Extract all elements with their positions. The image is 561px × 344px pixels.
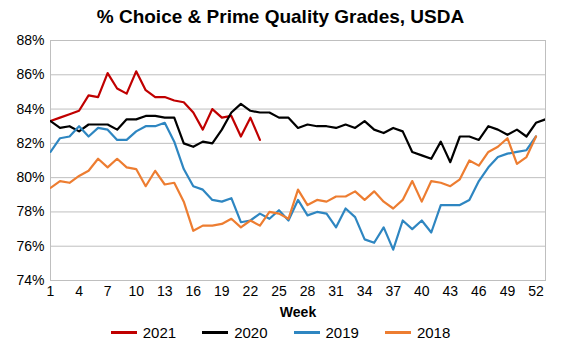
svg-text:28: 28 bbox=[300, 283, 316, 299]
svg-text:80%: 80% bbox=[16, 169, 44, 185]
svg-text:4: 4 bbox=[75, 283, 83, 299]
svg-text:88%: 88% bbox=[16, 32, 44, 48]
svg-text:78%: 78% bbox=[16, 203, 44, 219]
html-text:2019: 2019 bbox=[325, 323, 359, 341]
html-text:% Choice & Prime Quality Grade: % Choice & Prime Quality Grades, USDA bbox=[96, 6, 465, 27]
svg-text:43: 43 bbox=[443, 283, 459, 299]
html-text:2021: 2021 bbox=[142, 323, 177, 341]
svg-text:19: 19 bbox=[214, 283, 230, 299]
svg-text:7: 7 bbox=[104, 283, 112, 299]
svg-text:84%: 84% bbox=[16, 101, 44, 117]
svg-text:74%: 74% bbox=[16, 272, 44, 288]
html-text:2020: 2020 bbox=[234, 323, 268, 341]
svg-text:49: 49 bbox=[500, 283, 516, 299]
html-text:2018: 2018 bbox=[416, 323, 451, 341]
svg-text:16: 16 bbox=[185, 283, 201, 299]
svg-text:34: 34 bbox=[357, 283, 373, 299]
svg-text:10: 10 bbox=[128, 283, 144, 299]
svg-text:1: 1 bbox=[47, 283, 55, 299]
svg-text:31: 31 bbox=[328, 283, 344, 299]
svg-text:46: 46 bbox=[471, 283, 487, 299]
svg-text:52: 52 bbox=[528, 283, 544, 299]
svg-text:22: 22 bbox=[243, 283, 259, 299]
svg-text:37: 37 bbox=[385, 283, 401, 299]
svg-text:86%: 86% bbox=[16, 66, 44, 82]
svg-text:13: 13 bbox=[157, 283, 173, 299]
svg-text:76%: 76% bbox=[16, 238, 44, 254]
svg-text:Week: Week bbox=[280, 304, 317, 320]
svg-text:40: 40 bbox=[414, 283, 430, 299]
svg-text:25: 25 bbox=[271, 283, 287, 299]
svg-text:82%: 82% bbox=[16, 135, 44, 151]
